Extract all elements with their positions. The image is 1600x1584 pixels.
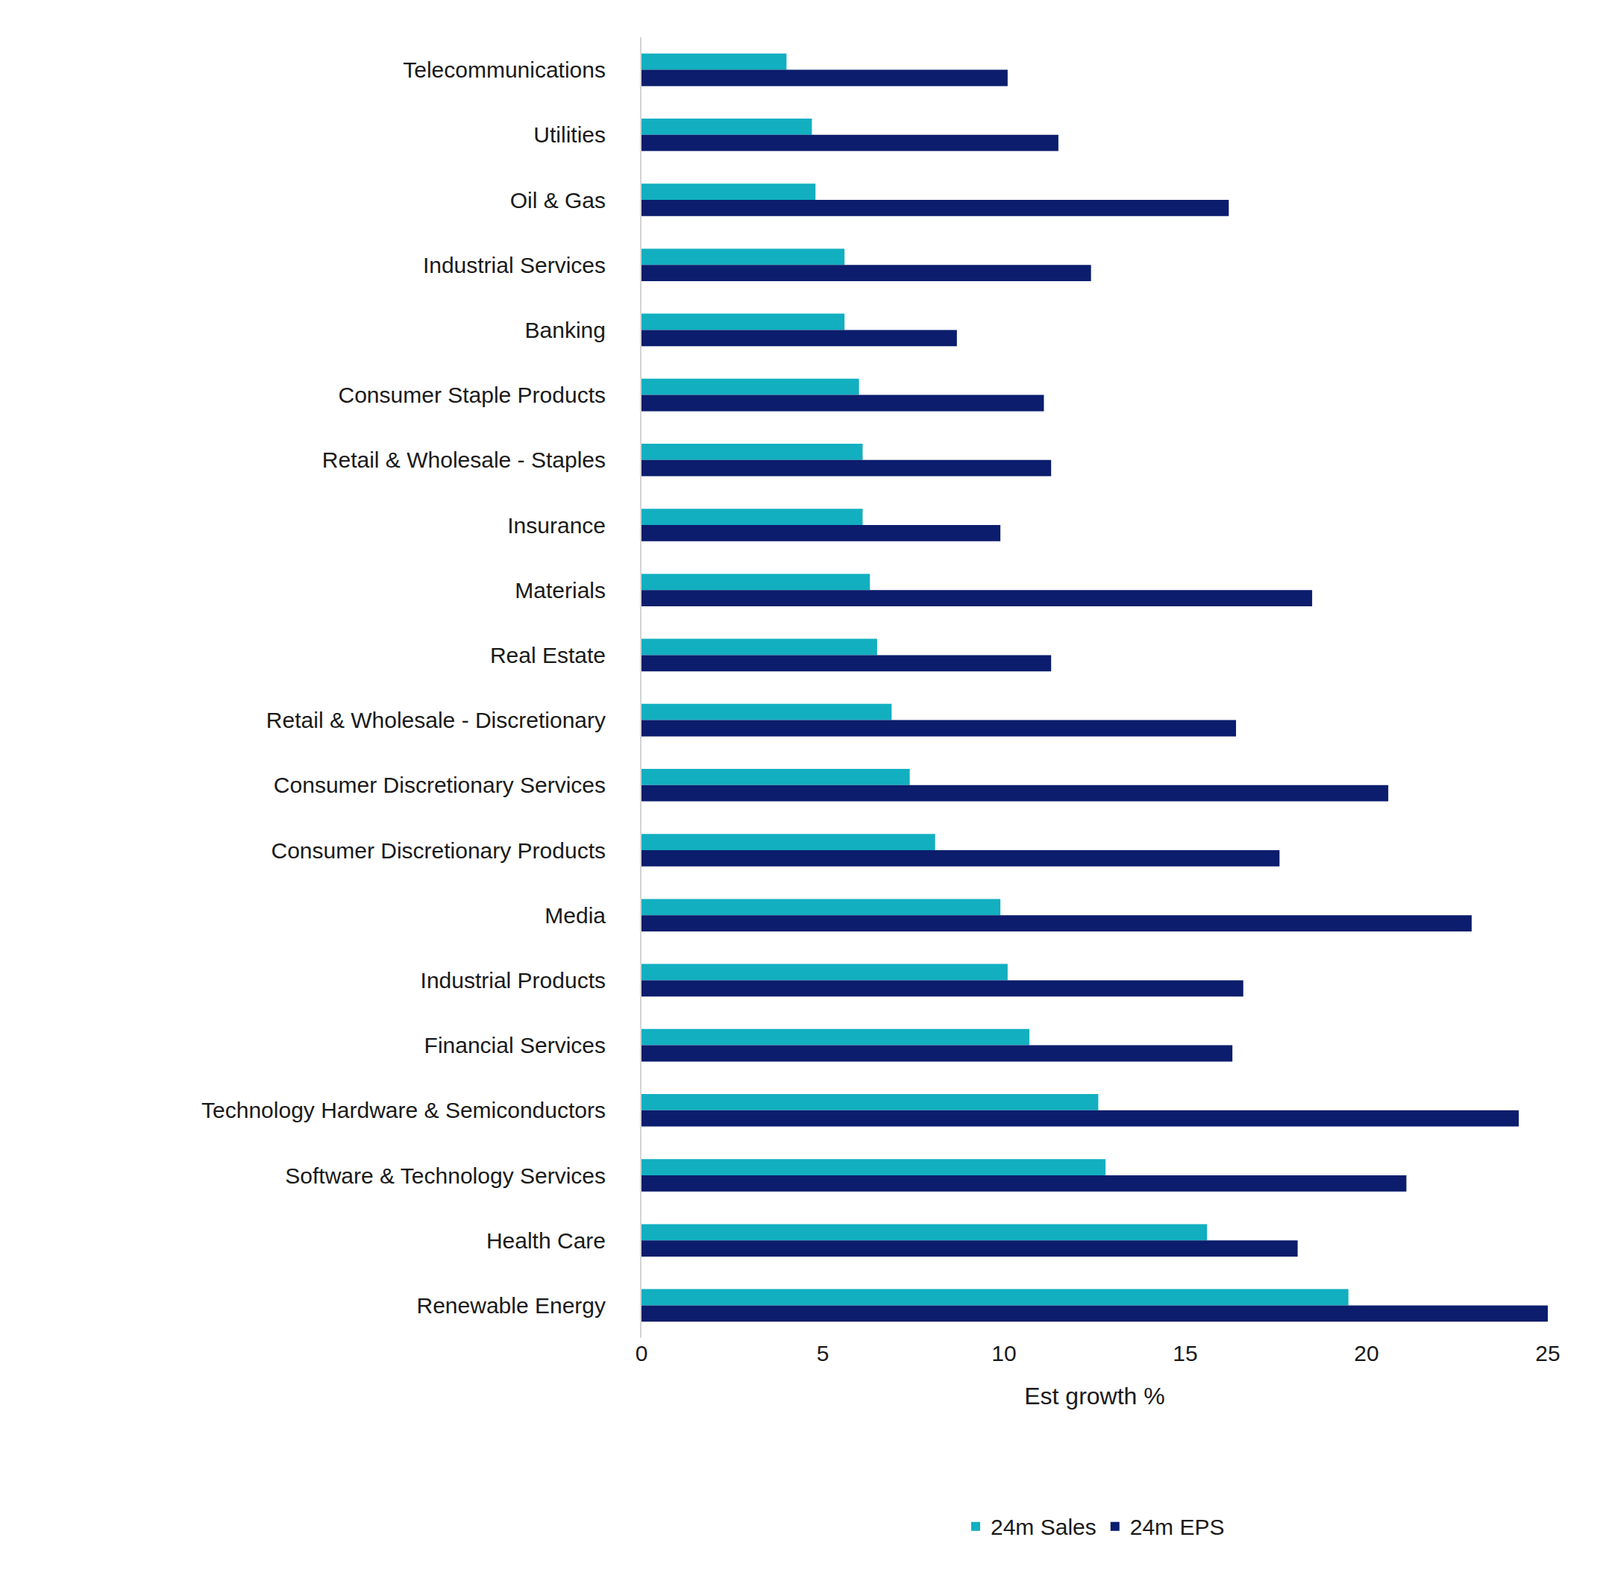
svg-text:24m Sales: 24m Sales (990, 1514, 1097, 1540)
svg-text:25: 25 (1535, 1341, 1560, 1366)
svg-text:Technology Hardware & Semicond: Technology Hardware & Semiconductors (201, 1097, 606, 1123)
svg-text:Renewable Energy: Renewable Energy (416, 1293, 607, 1319)
svg-text:0: 0 (635, 1341, 649, 1366)
svg-text:Telecommunications: Telecommunications (402, 57, 606, 83)
svg-text:Banking: Banking (525, 317, 606, 343)
svg-text:Software & Technology Services: Software & Technology Services (284, 1163, 606, 1189)
svg-text:Media: Media (544, 903, 606, 928)
svg-text:Consumer Staple Products: Consumer Staple Products (337, 382, 606, 408)
svg-text:Consumer Discretionary Product: Consumer Discretionary Products (271, 838, 607, 864)
svg-text:Health Care: Health Care (486, 1228, 606, 1254)
svg-text:Oil & Gas: Oil & Gas (510, 187, 606, 213)
svg-text:20: 20 (1353, 1341, 1379, 1366)
svg-text:5: 5 (816, 1341, 830, 1366)
svg-text:15: 15 (1172, 1341, 1198, 1366)
svg-text:Consumer Discretionary Service: Consumer Discretionary Services (273, 772, 606, 798)
svg-text:Insurance: Insurance (507, 513, 606, 538)
svg-text:24m EPS: 24m EPS (1130, 1514, 1225, 1540)
svg-text:Real Estate: Real Estate (490, 642, 606, 668)
svg-text:10: 10 (991, 1341, 1016, 1366)
svg-text:Financial Services: Financial Services (424, 1033, 606, 1058)
svg-text:Retail & Wholesale - Discretio: Retail & Wholesale - Discretionary (266, 707, 606, 733)
svg-text:Industrial Services: Industrial Services (422, 252, 606, 278)
svg-text:Retail & Wholesale - Staples: Retail & Wholesale - Staples (322, 447, 606, 473)
svg-text:Industrial Products: Industrial Products (420, 968, 606, 993)
svg-text:Est growth %: Est growth % (1024, 1382, 1166, 1410)
svg-text:Utilities: Utilities (533, 122, 606, 147)
svg-text:Materials: Materials (514, 578, 606, 603)
